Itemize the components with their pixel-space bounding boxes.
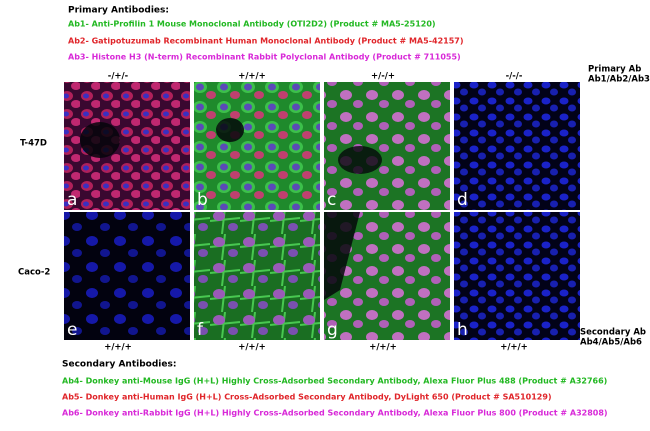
primary-ab-label: Primary Ab: [588, 65, 641, 75]
image-panel: [324, 82, 450, 210]
secondary-ab6: Ab6- Donkey anti-Rabbit IgG (H+L) Highly…: [62, 409, 608, 418]
row-label: Caco-2: [18, 268, 50, 278]
col-top-label: +/+/+: [238, 72, 266, 82]
secondary-title: Secondary Antibodies:: [62, 360, 176, 370]
secondary-ab-sub: Ab4/Ab5/Ab6: [580, 338, 642, 348]
col-bottom-label: +/+/+: [369, 343, 397, 353]
panel-letter: b: [197, 190, 208, 210]
primary-ab2: Ab2- Gatipotuzumab Recombinant Human Mon…: [68, 37, 464, 46]
secondary-ab4: Ab4- Donkey anti-Mouse IgG (H+L) Highly …: [62, 377, 607, 386]
panel-letter: e: [67, 320, 77, 340]
secondary-ab5: Ab5- Donkey anti-Human IgG (H+L) Cross-A…: [62, 393, 552, 402]
col-top-label: -/-/-: [506, 72, 523, 82]
image-panel: [454, 212, 580, 340]
panel-letter: c: [327, 190, 336, 210]
panel-letter: d: [457, 190, 468, 210]
col-top-label: -/+/-: [108, 72, 129, 82]
image-panel: [454, 82, 580, 210]
primary-ab3: Ab3- Histone H3 (N-term) Recombinant Rab…: [68, 53, 461, 62]
primary-ab1: Ab1- Anti-Profilin 1 Mouse Monoclonal An…: [68, 20, 436, 29]
col-top-label: +/-/+: [371, 72, 395, 82]
col-bottom-label: +/+/+: [238, 343, 266, 353]
image-panel: [194, 82, 320, 210]
image-panel: [194, 212, 320, 340]
image-panel: [64, 212, 190, 340]
panel-letter: f: [197, 320, 204, 340]
secondary-ab-label: Secondary Ab: [580, 328, 646, 338]
primary-ab-sub: Ab1/Ab2/Ab3: [588, 75, 650, 85]
col-bottom-label: +/+/+: [500, 343, 528, 353]
panel-letter: g: [327, 320, 338, 340]
panel-letter: h: [457, 320, 468, 340]
col-bottom-label: +/+/+: [104, 343, 132, 353]
primary-title: Primary Antibodies:: [68, 6, 169, 16]
row-label: T-47D: [20, 139, 47, 149]
panel-letter: a: [67, 190, 77, 210]
panels: [64, 82, 580, 340]
